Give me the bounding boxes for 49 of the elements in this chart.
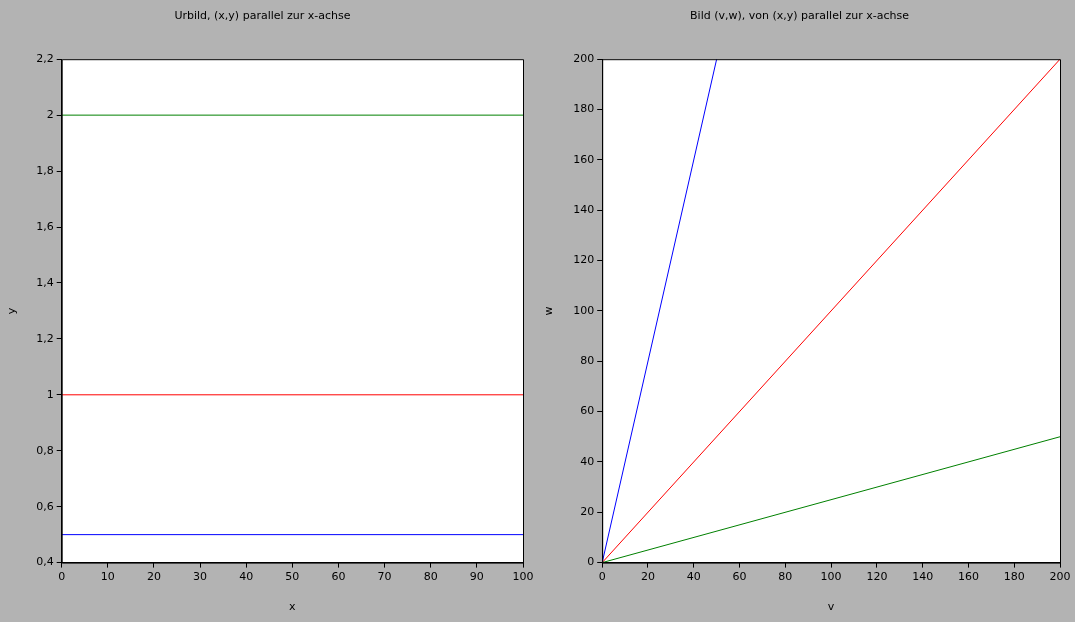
x-axis-title: x — [289, 600, 297, 614]
x-tick-label: 100 — [820, 570, 842, 584]
y-tick-label: 120 — [573, 253, 595, 267]
y-tick-label: 1,4 — [36, 275, 54, 289]
y-tick-label: 1 — [46, 387, 54, 401]
y-tick-label: 40 — [580, 454, 595, 468]
x-tick-label: 50 — [285, 570, 300, 584]
y-tick-label: 80 — [580, 354, 595, 368]
y-tick-label: 0,4 — [36, 555, 54, 569]
x-tick-label: 80 — [423, 570, 438, 584]
x-tick-label: 80 — [778, 570, 793, 584]
x-tick-label: 0 — [58, 570, 66, 584]
y-tick-label: 0,6 — [36, 499, 54, 513]
x-tick-label: 30 — [193, 570, 208, 584]
y-tick-label: 2,2 — [36, 52, 54, 66]
x-tick-label: 40 — [686, 570, 701, 584]
x-tick-label: 60 — [331, 570, 346, 584]
y-axis-title: w — [542, 306, 556, 316]
y-tick-label: 60 — [580, 404, 595, 418]
y-tick-label: 1,6 — [36, 219, 54, 233]
y-tick-label: 0 — [587, 555, 595, 569]
chart-title: Bild (v,w), von (x,y) parallel zur x-achse — [690, 9, 910, 23]
y-axis-title: y — [5, 307, 19, 315]
y-tick-label: 1,2 — [36, 331, 54, 345]
x-tick-label: 70 — [377, 570, 392, 584]
x-tick-label: 20 — [640, 570, 655, 584]
x-tick-label: 120 — [866, 570, 888, 584]
x-tick-label: 20 — [146, 570, 161, 584]
x-tick-label: 40 — [239, 570, 254, 584]
x-axis-title: v — [827, 600, 835, 614]
y-tick-label: 200 — [573, 52, 595, 66]
y-tick-label: 160 — [573, 152, 595, 166]
x-tick-label: 100 — [512, 570, 534, 584]
y-tick-label: 140 — [573, 203, 595, 217]
x-tick-label: 140 — [912, 570, 934, 584]
x-tick-label: 180 — [1003, 570, 1025, 584]
x-tick-label: 0 — [598, 570, 606, 584]
x-tick-label: 200 — [1049, 570, 1071, 584]
y-tick-label: 2 — [46, 107, 54, 121]
x-tick-label: 10 — [100, 570, 115, 584]
x-tick-label: 160 — [957, 570, 979, 584]
y-tick-label: 100 — [573, 303, 595, 317]
y-tick-label: 20 — [580, 505, 595, 519]
y-tick-label: 180 — [573, 102, 595, 116]
y-tick-label: 0,8 — [36, 443, 54, 457]
chart-title: Urbild, (x,y) parallel zur x-achse — [174, 9, 351, 23]
x-tick-label: 60 — [732, 570, 747, 584]
y-tick-label: 1,8 — [36, 163, 54, 177]
x-tick-label: 90 — [469, 570, 484, 584]
